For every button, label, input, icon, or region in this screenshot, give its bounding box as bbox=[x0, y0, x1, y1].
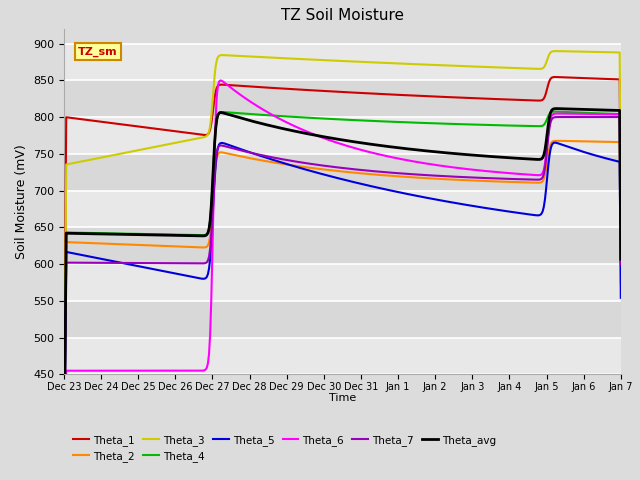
Theta_1 bbox=[617, 233, 625, 239]
Theta_7 bbox=[392, 170, 399, 176]
Theta_4 bbox=[392, 119, 399, 125]
Line: Theta_1: Theta_1 bbox=[64, 77, 621, 411]
Theta_2 bbox=[328, 168, 335, 173]
Theta_3 bbox=[392, 60, 399, 66]
Line: Theta_2: Theta_2 bbox=[64, 141, 621, 474]
Theta_6 bbox=[518, 171, 525, 177]
Theta_4 bbox=[605, 111, 612, 117]
Theta_1 bbox=[60, 408, 68, 414]
Line: Theta_3: Theta_3 bbox=[64, 51, 621, 435]
Theta_4 bbox=[617, 259, 625, 265]
Theta_4 bbox=[324, 116, 332, 122]
Theta_5 bbox=[60, 476, 68, 480]
Bar bbox=[64, 117, 621, 154]
Theta_6 bbox=[216, 78, 224, 84]
Theta_avg bbox=[516, 156, 524, 161]
Theta_2 bbox=[516, 180, 524, 185]
Theta_7 bbox=[328, 164, 335, 169]
Text: TZ_sm: TZ_sm bbox=[78, 47, 118, 57]
Theta_6 bbox=[617, 259, 625, 265]
Legend: Theta_1, Theta_2, Theta_3, Theta_4, Theta_5, Theta_6, Theta_7, Theta_avg: Theta_1, Theta_2, Theta_3, Theta_4, Thet… bbox=[69, 431, 500, 466]
Theta_2 bbox=[617, 280, 625, 286]
Line: Theta_6: Theta_6 bbox=[64, 81, 621, 480]
Bar bbox=[64, 80, 621, 117]
Theta_5 bbox=[516, 210, 524, 216]
Bar bbox=[64, 228, 621, 264]
Title: TZ Soil Moisture: TZ Soil Moisture bbox=[281, 9, 404, 24]
Bar bbox=[64, 337, 621, 374]
Theta_5 bbox=[324, 173, 332, 179]
Theta_3 bbox=[617, 213, 625, 218]
Theta_3 bbox=[516, 65, 524, 71]
X-axis label: Time: Time bbox=[329, 394, 356, 403]
Theta_5 bbox=[328, 174, 335, 180]
Bar bbox=[64, 301, 621, 337]
Theta_avg bbox=[617, 256, 625, 262]
Theta_6 bbox=[326, 137, 333, 143]
Theta_6 bbox=[362, 148, 370, 154]
Theta_1 bbox=[392, 92, 399, 97]
Theta_7 bbox=[324, 163, 332, 169]
Theta_5 bbox=[551, 140, 559, 145]
Theta_2 bbox=[554, 138, 561, 144]
Bar bbox=[64, 154, 621, 191]
Theta_3 bbox=[362, 59, 369, 65]
Theta_4 bbox=[328, 116, 335, 122]
Theta_6 bbox=[393, 156, 401, 161]
Theta_7 bbox=[362, 168, 369, 173]
Theta_5 bbox=[362, 182, 369, 188]
Theta_1 bbox=[328, 88, 335, 94]
Theta_5 bbox=[392, 189, 399, 194]
Theta_3 bbox=[324, 58, 332, 63]
Theta_7 bbox=[605, 114, 612, 120]
Theta_3 bbox=[60, 432, 68, 438]
Theta_avg bbox=[324, 135, 332, 141]
Line: Theta_5: Theta_5 bbox=[64, 143, 621, 479]
Line: Theta_avg: Theta_avg bbox=[64, 108, 621, 469]
Theta_7 bbox=[587, 114, 595, 120]
Theta_1 bbox=[324, 88, 332, 94]
Theta_2 bbox=[392, 173, 399, 179]
Theta_3 bbox=[605, 49, 612, 55]
Theta_1 bbox=[362, 90, 369, 96]
Theta_avg bbox=[392, 144, 399, 150]
Bar bbox=[64, 264, 621, 301]
Bar bbox=[64, 44, 621, 80]
Theta_3 bbox=[328, 58, 335, 63]
Theta_1 bbox=[605, 76, 612, 82]
Theta_3 bbox=[552, 48, 560, 54]
Theta_5 bbox=[605, 156, 612, 162]
Theta_7 bbox=[617, 261, 625, 267]
Theta_2 bbox=[324, 167, 332, 173]
Theta_avg bbox=[362, 141, 369, 146]
Theta_avg bbox=[328, 135, 335, 141]
Theta_2 bbox=[60, 471, 68, 477]
Theta_2 bbox=[605, 139, 612, 145]
Theta_4 bbox=[60, 466, 68, 472]
Theta_5 bbox=[617, 295, 625, 300]
Theta_1 bbox=[551, 74, 559, 80]
Theta_avg bbox=[60, 467, 68, 472]
Line: Theta_7: Theta_7 bbox=[64, 117, 621, 480]
Theta_4 bbox=[362, 118, 369, 123]
Theta_4 bbox=[551, 108, 559, 114]
Theta_7 bbox=[516, 176, 524, 182]
Theta_4 bbox=[516, 123, 524, 129]
Theta_6 bbox=[329, 138, 337, 144]
Bar bbox=[64, 191, 621, 228]
Theta_avg bbox=[552, 106, 560, 111]
Line: Theta_4: Theta_4 bbox=[64, 111, 621, 469]
Theta_6 bbox=[605, 111, 612, 117]
Theta_2 bbox=[362, 171, 369, 177]
Theta_1 bbox=[516, 97, 524, 103]
Theta_avg bbox=[605, 107, 612, 113]
Y-axis label: Soil Moisture (mV): Soil Moisture (mV) bbox=[15, 144, 28, 259]
